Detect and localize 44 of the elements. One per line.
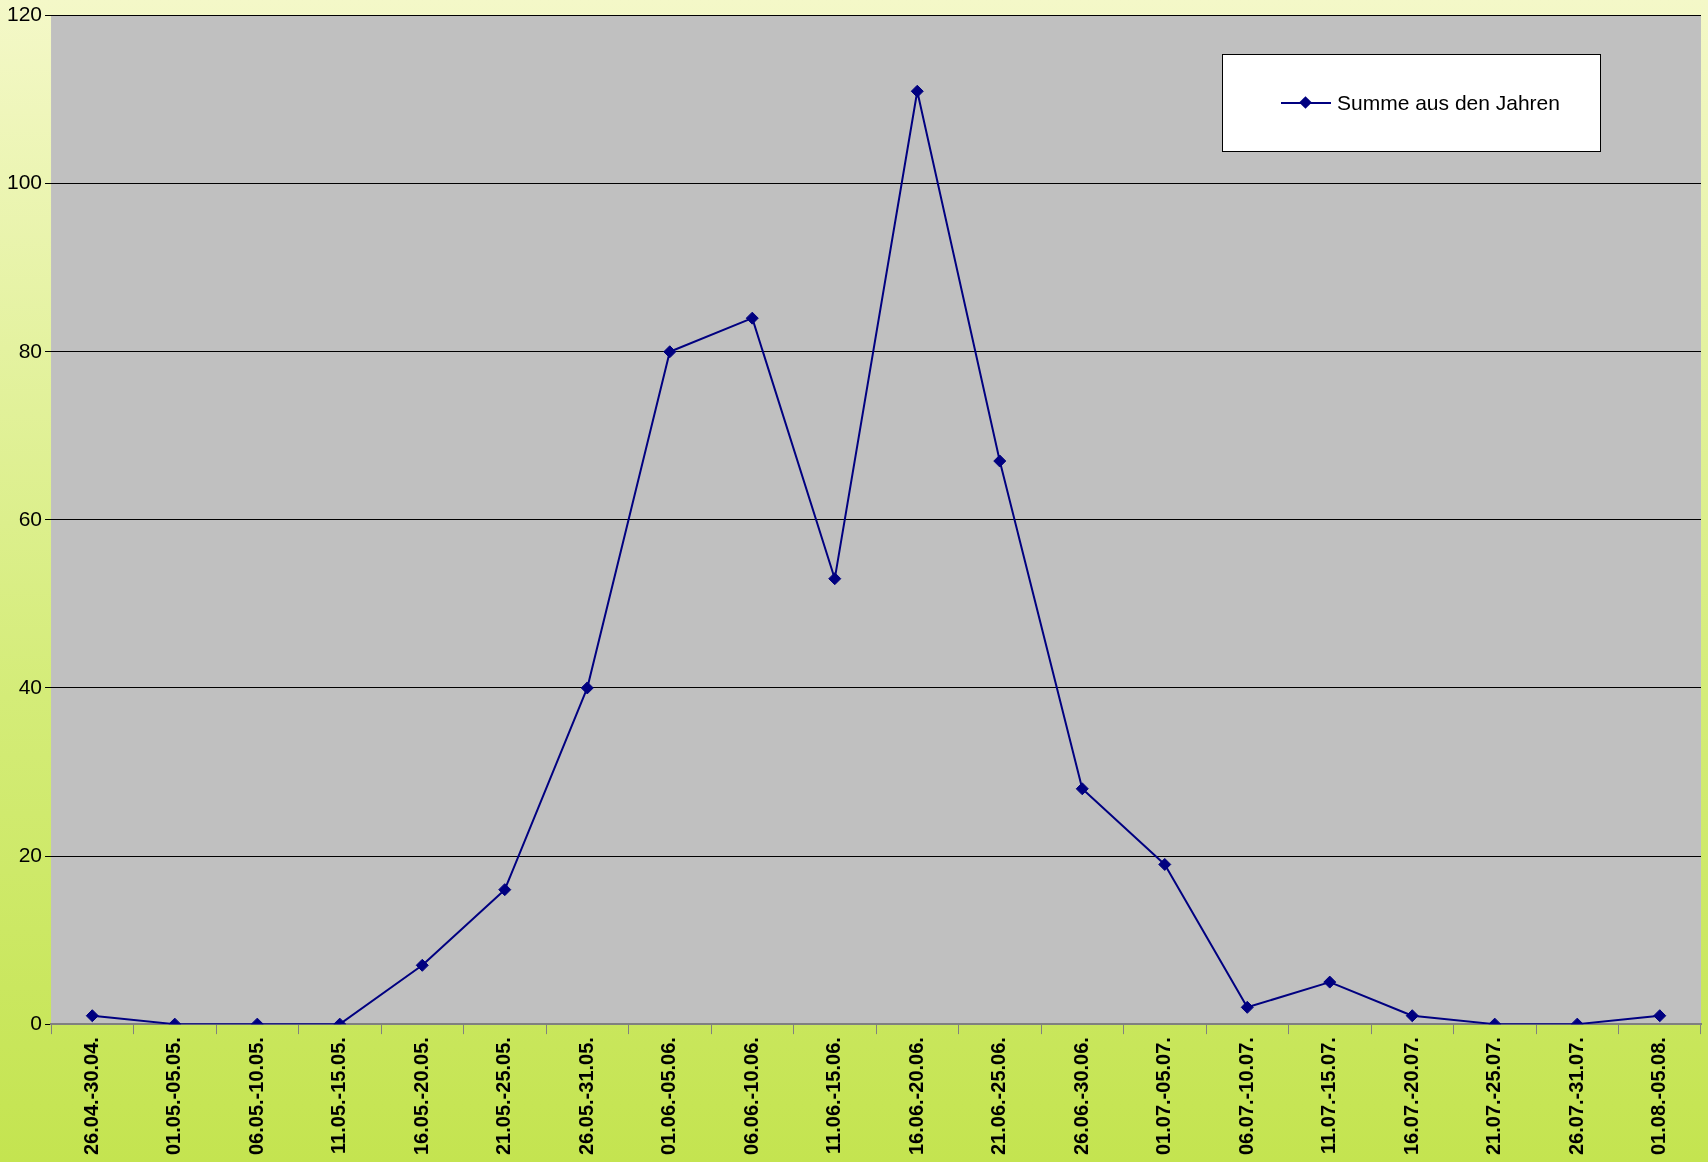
point bbox=[745, 311, 759, 325]
x-tick-label: 06.06.-10.06. bbox=[739, 1037, 762, 1155]
x-tick-label: 01.05.-05.05. bbox=[162, 1037, 185, 1155]
point bbox=[1075, 782, 1089, 796]
y-tick-label: 0 bbox=[30, 1010, 43, 1034]
x-tick-label: 11.05.-15.05. bbox=[327, 1037, 350, 1154]
x-tick-label: 06.07.-10.07. bbox=[1234, 1037, 1257, 1155]
point bbox=[1653, 1009, 1667, 1023]
x-tick-label: 21.05.-25.05. bbox=[492, 1037, 515, 1155]
x-tick-label: 16.07.-20.07. bbox=[1399, 1037, 1422, 1155]
y-tick-label: 60 bbox=[18, 506, 43, 530]
x-tick-label: 01.06.-05.06. bbox=[657, 1037, 680, 1155]
point bbox=[1158, 857, 1172, 871]
point bbox=[85, 1009, 99, 1023]
x-tick-label: 16.05.-20.05. bbox=[409, 1037, 432, 1155]
x-tick-label: 26.05.-31.05. bbox=[574, 1037, 597, 1155]
legend-label: Summe aus den Jahren bbox=[1337, 90, 1560, 115]
point bbox=[993, 454, 1007, 468]
y-tick-label: 80 bbox=[18, 338, 43, 362]
y-tick-label: 100 bbox=[6, 170, 43, 194]
x-tick-label: 21.07.-25.07. bbox=[1482, 1037, 1505, 1155]
point bbox=[828, 572, 842, 586]
y-tick-label: 20 bbox=[18, 842, 43, 866]
point bbox=[580, 681, 594, 695]
point bbox=[1323, 975, 1337, 989]
point bbox=[498, 883, 512, 897]
point bbox=[663, 345, 677, 359]
point bbox=[415, 958, 429, 972]
legend-box: Summe aus den Jahren bbox=[1222, 53, 1601, 152]
x-tick-label: 26.06.-30.06. bbox=[1069, 1037, 1092, 1155]
point bbox=[1240, 1000, 1254, 1014]
x-tick-label: 21.06.-25.06. bbox=[987, 1037, 1010, 1155]
point bbox=[910, 84, 924, 98]
x-tick-label: 11.07.-15.07. bbox=[1317, 1037, 1340, 1154]
point bbox=[1405, 1009, 1419, 1023]
x-tick-label: 11.06.-15.06. bbox=[822, 1037, 845, 1154]
y-tick-label: 40 bbox=[18, 674, 43, 698]
x-tick-label: 01.08.-05.08. bbox=[1647, 1037, 1670, 1155]
x-tick-label: 01.07.-05.07. bbox=[1152, 1037, 1175, 1155]
y-tick-label: 120 bbox=[6, 2, 43, 26]
x-tick-label: 06.05.-10.05. bbox=[244, 1037, 267, 1155]
x-tick-label: 26.07.-31.07. bbox=[1564, 1037, 1587, 1155]
x-tick-label: 16.06.-20.06. bbox=[904, 1037, 927, 1155]
x-tick-label: 26.04.-30.04. bbox=[79, 1037, 102, 1155]
